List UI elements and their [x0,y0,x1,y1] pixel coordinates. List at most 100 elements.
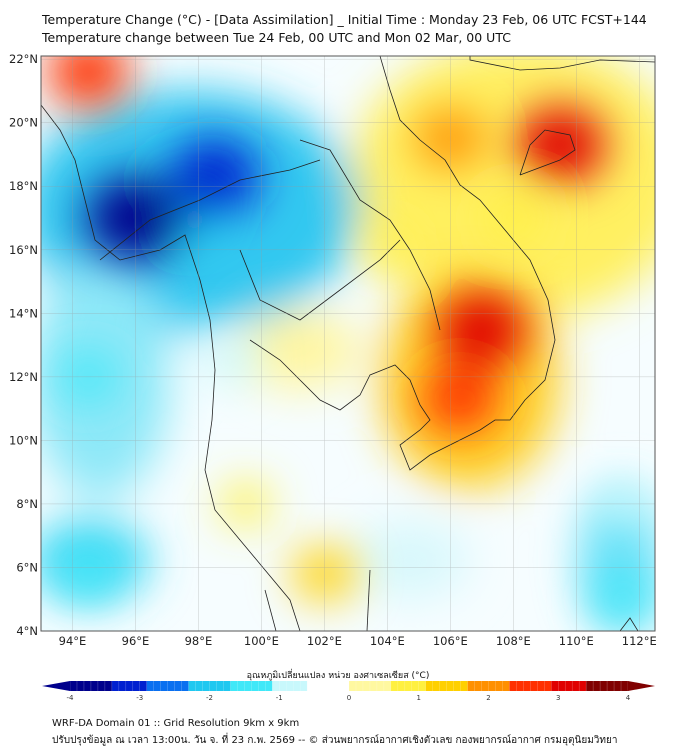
colorbar-segment [572,681,580,691]
lon-tick-label: 106°E [433,634,468,648]
colorbar-segment [488,681,496,691]
colorbar-max-arrow [628,681,655,691]
lon-tick-label: 110°E [559,634,594,648]
colorbar-segment [111,681,120,691]
anomaly-blob-9 [515,106,606,184]
anomaly-blob-4 [202,338,257,384]
colorbar-segment [181,681,189,691]
colorbar-segment [76,681,85,691]
colorbar-segment [300,681,308,691]
lon-tick-label: 100°E [244,634,279,648]
colorbar-segment [558,681,566,691]
colorbar-tick-label: 3 [556,694,560,700]
colorbar-segment [495,681,503,691]
colorbar-tick-label: 1 [417,694,421,700]
colorbar-segment [439,681,447,691]
colorbar-segment [335,681,343,691]
lon-tick-label: 104°E [370,634,405,648]
colorbar-segment [460,681,468,691]
anomaly-blob-2 [169,138,260,215]
colorbar-segment [551,681,559,691]
anomaly-blob-8 [47,56,129,107]
colorbar-segment [118,681,127,691]
colorbar-segment [293,681,301,691]
colorbar-segment [425,681,433,691]
colorbar-segment [139,681,148,691]
colorbar-segment [153,681,161,691]
colorbar-min-arrow [42,681,70,691]
colorbar-segment [467,681,475,691]
lat-tick-label: 22°N [9,52,38,66]
colorbar-segment [474,681,482,691]
colorbar [42,681,655,691]
colorbar-segment [342,681,350,691]
chart-subtitle: Temperature change between Tue 24 Feb, 0… [42,30,511,45]
colorbar-segment [349,681,357,691]
colorbar-segment [286,681,294,691]
lon-tick-label: 112°E [622,634,657,648]
colorbar-segment [132,681,141,691]
colorbar-segment [390,681,399,691]
colorbar-tick-label: 0 [347,694,351,700]
colorbar-tick-label: -1 [276,694,283,700]
colorbar-segment [432,681,440,691]
colorbar-segment [586,681,594,691]
colorbar-segment [502,681,510,691]
colorbar-segment [174,681,182,691]
footer-update-info: ปรับปรุงข้อมูล ณ เวลา 13:00น. วัน จ. ที่… [52,735,618,746]
colorbar-segment [97,681,106,691]
anomaly-blob-10 [436,290,527,368]
temperature-change-map: 94°E 96°E 98°E 100°E 102°E 104°E 106°E 108°E 110… [9,52,657,700]
lon-tick-label: 98°E [185,634,213,648]
colorbar-segment [481,681,489,691]
colorbar-segment [397,681,406,691]
lat-tick-label: 14°N [9,306,38,320]
colorbar-segment [565,681,573,691]
lat-tick-label: 10°N [9,433,38,447]
lat-tick-label: 16°N [9,243,38,257]
colorbar-segment [104,681,113,691]
lon-tick-label: 94°E [59,634,87,648]
colorbar-segment [593,681,601,691]
colorbar-segment [362,681,371,691]
colorbar-segment [621,681,629,691]
lon-tick-label: 108°E [496,634,531,648]
colorbar-tick-label: 4 [626,694,631,700]
colorbar-label: อุณหภูมิเปลี่ยนแปลง หน่วย องศาเซลเซียส (… [246,671,430,681]
colorbar-segment [383,681,392,691]
colorbar-segment [146,681,154,691]
colorbar-segment [579,681,587,691]
colorbar-segment [509,681,517,691]
colorbar-segment [523,681,531,691]
colorbar-segment [188,681,196,691]
colorbar-segment [307,681,315,691]
colorbar-segment [202,681,210,691]
lat-tick-label: 18°N [9,179,38,193]
colorbar-segment [230,681,238,691]
colorbar-segment [279,681,287,691]
colorbar-segment [328,681,336,691]
colorbar-segment [614,681,622,691]
map-frame [40,55,656,632]
colorbar-segment [160,681,168,691]
colorbar-segment [70,681,78,691]
colorbar-segment [516,681,524,691]
colorbar-segment [446,681,454,691]
colorbar-tick-label: -4 [67,694,75,700]
colorbar-segment [251,681,259,691]
lat-tick-label: 4°N [16,624,38,638]
colorbar-tick-label: -2 [206,694,213,700]
colorbar-segment [355,681,364,691]
colorbar-segment [216,681,224,691]
colorbar-segment [600,681,608,691]
colorbar-segment [544,681,552,691]
colorbar-segment [418,681,427,691]
chart-title: Temperature Change (°C) - [Data Assimila… [42,12,647,27]
lat-tick-label: 8°N [16,497,38,511]
graticule [41,56,655,631]
colorbar-segment [369,681,378,691]
colorbar-segment [125,681,134,691]
colorbar-segment [167,681,175,691]
colorbar-segment [376,681,385,691]
colorbar-segment [321,681,329,691]
